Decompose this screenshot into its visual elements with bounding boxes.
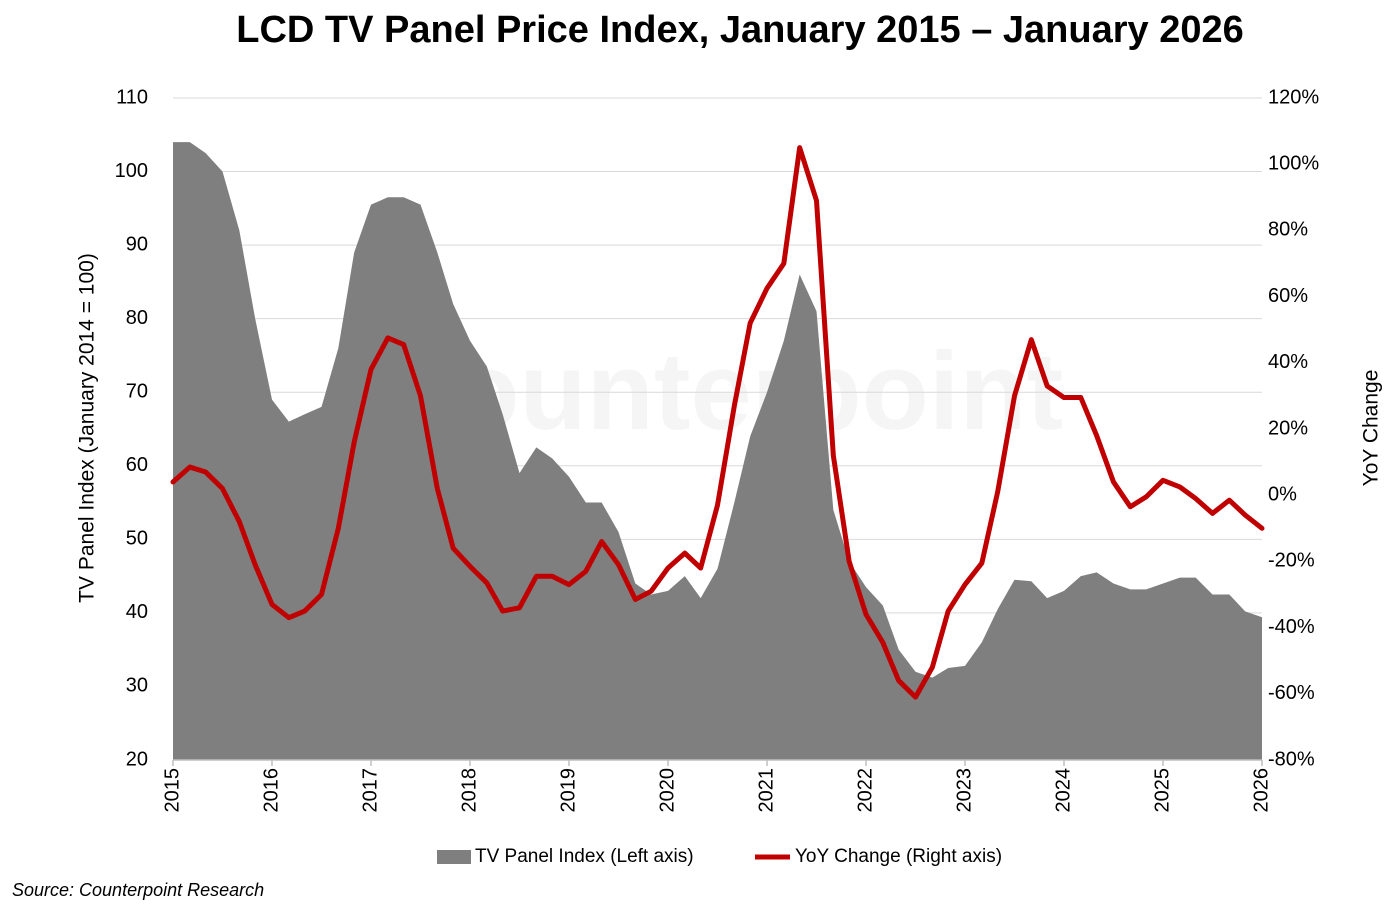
- y2-tick-label: 60%: [1268, 285, 1308, 307]
- x-tick-label: 2025: [1151, 768, 1173, 813]
- y2-tick-label: -60%: [1268, 682, 1315, 704]
- y-tick-label: 40: [126, 601, 148, 623]
- y2-tick-label: 0%: [1268, 483, 1297, 505]
- chart-title: LCD TV Panel Price Index, January 2015 –…: [236, 9, 1244, 51]
- yoy-line: [170, 145, 1265, 700]
- source-note: Source: Counterpoint Research: [12, 880, 264, 900]
- legend-label: YoY Change (Right axis): [795, 846, 1002, 867]
- legend-swatch: [437, 850, 471, 864]
- x-tick-label: 2026: [1250, 768, 1272, 813]
- y2-tick-label: -20%: [1268, 550, 1315, 572]
- x-tick-label: 2015: [161, 768, 183, 813]
- x-tick-label: 2024: [1052, 768, 1074, 813]
- y2-axis-title: YoY Change: [1360, 370, 1383, 487]
- y2-tick-label: -80%: [1268, 748, 1315, 770]
- y-tick-label: 90: [126, 233, 148, 255]
- y-tick-label: 60: [126, 454, 148, 476]
- y2-tick-label: 20%: [1268, 417, 1308, 439]
- y2-tick-label: 120%: [1268, 86, 1319, 108]
- y-tick-label: 100: [115, 160, 148, 182]
- y-tick-label: 110: [116, 86, 148, 108]
- y2-tick-label: 80%: [1268, 219, 1308, 241]
- y2-tick-label: 40%: [1268, 351, 1308, 373]
- x-tick-label: 2018: [458, 768, 480, 813]
- x-tick-label: 2022: [854, 768, 876, 813]
- legend-label: TV Panel Index (Left axis): [475, 846, 694, 867]
- index-area: [173, 142, 1262, 761]
- y-tick-label: 30: [126, 675, 148, 697]
- x-tick-label: 2020: [656, 768, 678, 813]
- y-axis-title: TV Panel Index (January 2014 = 100): [76, 253, 99, 603]
- y2-tick-label: 100%: [1268, 152, 1319, 174]
- x-tick-label: 2019: [557, 768, 579, 813]
- y-tick-label: 80: [126, 307, 148, 329]
- y-tick-label: 50: [126, 528, 148, 550]
- x-tick-label: 2023: [953, 768, 975, 813]
- y-tick-label: 20: [126, 748, 148, 770]
- y2-tick-label: -40%: [1268, 616, 1315, 638]
- x-tick-label: 2016: [260, 768, 282, 813]
- x-tick-label: 2017: [359, 768, 381, 813]
- x-tick-label: 2021: [755, 768, 777, 813]
- y-tick-label: 70: [126, 381, 148, 403]
